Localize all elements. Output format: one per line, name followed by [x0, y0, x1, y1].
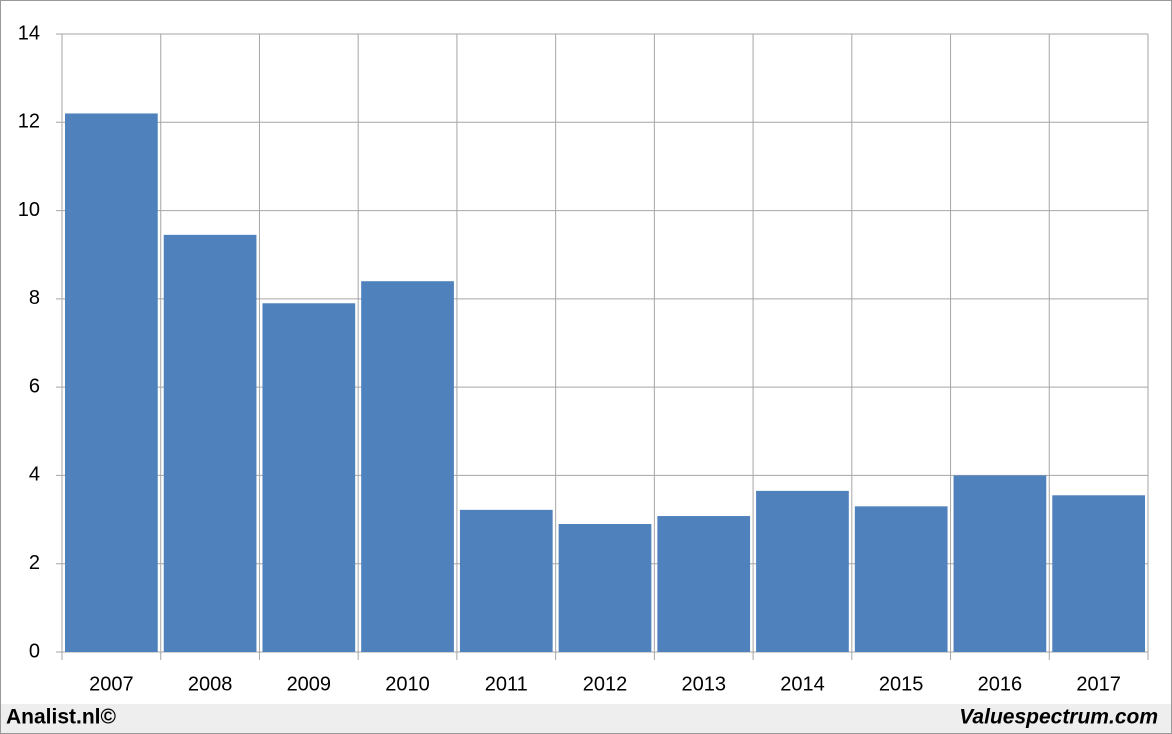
- y-tick-label: 8: [29, 287, 40, 309]
- x-tick-label: 2010: [385, 673, 430, 695]
- y-tick-label: 0: [29, 640, 40, 662]
- footer-left: Analist.nl©: [6, 706, 117, 729]
- bar: [262, 303, 356, 652]
- bar: [459, 509, 553, 652]
- y-tick-label: 2: [29, 552, 40, 574]
- y-tick-label: 14: [18, 22, 40, 44]
- x-tick-label: 2013: [681, 673, 726, 695]
- bar: [1052, 495, 1145, 652]
- x-tick-label: 2016: [978, 673, 1023, 695]
- x-tick-label: 2017: [1076, 673, 1121, 695]
- footer-band: [1, 704, 1171, 733]
- x-tick-label: 2009: [287, 673, 332, 695]
- x-tick-label: 2011: [485, 673, 528, 695]
- bar: [657, 516, 751, 652]
- bar: [163, 234, 257, 652]
- y-tick-label: 10: [18, 199, 40, 221]
- bar: [756, 490, 849, 652]
- y-tick-label: 6: [29, 375, 40, 397]
- bar: [558, 523, 652, 652]
- bar: [361, 281, 454, 652]
- footer-right: Valuespectrum.com: [959, 706, 1158, 729]
- x-tick-label: 2014: [780, 673, 825, 695]
- bar: [65, 113, 158, 652]
- bar: [953, 475, 1047, 652]
- x-tick-label: 2015: [879, 673, 924, 695]
- y-tick-label: 4: [29, 464, 40, 486]
- y-tick-label: 12: [18, 111, 40, 133]
- x-tick-label: 2007: [89, 673, 134, 695]
- x-tick-label: 2008: [188, 673, 233, 695]
- bar: [854, 506, 948, 652]
- x-tick-label: 2012: [583, 673, 628, 695]
